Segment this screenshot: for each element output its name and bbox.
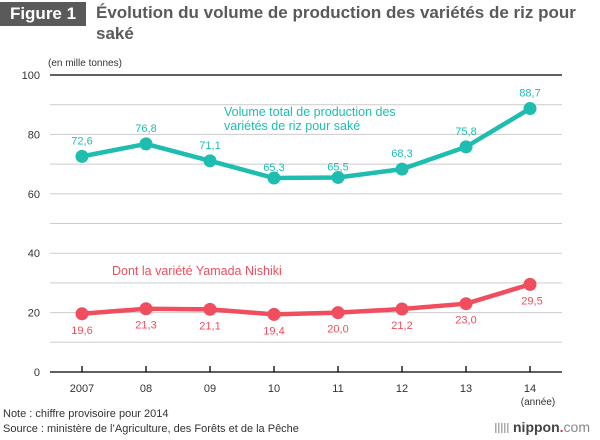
- data-label: 75,8: [455, 126, 476, 138]
- x-tick-label: 09: [204, 383, 216, 395]
- data-label: 65,3: [263, 162, 284, 174]
- logo-bars-icon: [495, 423, 509, 434]
- x-tick-label: 12: [396, 383, 408, 395]
- series-yamada-nishiki-point: [139, 302, 153, 316]
- data-label: 21,2: [391, 320, 412, 332]
- x-tick-label: 11: [332, 383, 343, 395]
- series-total-point: [459, 140, 473, 154]
- source-text: Source : ministère de l’Agriculture, des…: [3, 423, 299, 435]
- y-tick-label: 20: [28, 308, 40, 320]
- y-axis-unit-label: (en mille tonnes): [48, 58, 122, 69]
- series-yamada-nishiki-point: [267, 307, 281, 321]
- series-yamada-nishiki-point: [331, 306, 345, 320]
- series-yamada-nishiki-point: [395, 302, 409, 316]
- x-tick-label: 13: [460, 383, 472, 395]
- series-yamada-nishiki-point: [75, 307, 89, 321]
- data-label: 19,4: [263, 325, 284, 337]
- legend-yamada-nishiki: Dont la variété Yamada Nishiki: [112, 264, 282, 278]
- data-label: 71,1: [199, 140, 220, 152]
- series-yamada-nishiki-line: [81, 282, 531, 317]
- x-tick-label: 10: [268, 383, 280, 395]
- nippon-logo: nippon.com: [495, 419, 590, 435]
- series-total-point: [267, 171, 281, 185]
- logo-name: nippon: [513, 419, 560, 435]
- series-total-point: [331, 170, 345, 184]
- y-tick-label: 40: [28, 248, 40, 260]
- logo-suffix: com: [563, 419, 590, 435]
- data-label: 76,8: [135, 123, 156, 135]
- series-total-point: [75, 149, 89, 163]
- data-label: 29,5: [521, 295, 542, 307]
- series-total-line: [81, 106, 532, 181]
- x-tick-label: 2007: [70, 383, 94, 395]
- data-label: 23,0: [455, 315, 476, 327]
- x-tick-label: 14: [524, 383, 536, 395]
- x-tick-label: 08: [140, 383, 152, 395]
- series-total-point: [395, 162, 409, 176]
- series-total-point: [203, 154, 217, 168]
- series-yamada-nishiki-point: [523, 277, 537, 291]
- series-total-point: [139, 137, 153, 151]
- series-total-point: [523, 102, 537, 116]
- data-label: 65,5: [327, 161, 348, 173]
- data-label: 88,7: [519, 88, 540, 100]
- series-yamada-nishiki-point: [459, 297, 473, 311]
- legend-total: Volume total de production des: [224, 105, 396, 119]
- data-label: 20,0: [327, 324, 348, 336]
- legend-total: variétés de riz pour saké: [224, 119, 360, 133]
- logo-dot: .: [559, 419, 564, 435]
- chart-title: Évolution du volume de production des va…: [96, 3, 576, 43]
- data-label: 72,6: [71, 135, 92, 147]
- data-label: 21,1: [199, 320, 220, 332]
- data-label: 21,3: [135, 320, 156, 332]
- y-tick-label: 80: [28, 129, 40, 141]
- note-text: Note : chiffre provisoire pour 2014: [3, 408, 169, 420]
- data-label: 68,3: [391, 148, 412, 160]
- figure-badge: Figure 1: [0, 2, 86, 26]
- data-label: 19,6: [71, 325, 92, 337]
- series-yamada-nishiki-point: [203, 302, 217, 316]
- y-tick-label: 100: [22, 70, 40, 82]
- y-tick-label: 0: [34, 367, 40, 379]
- x-axis-label: (année): [521, 397, 555, 408]
- y-tick-label: 60: [28, 189, 40, 201]
